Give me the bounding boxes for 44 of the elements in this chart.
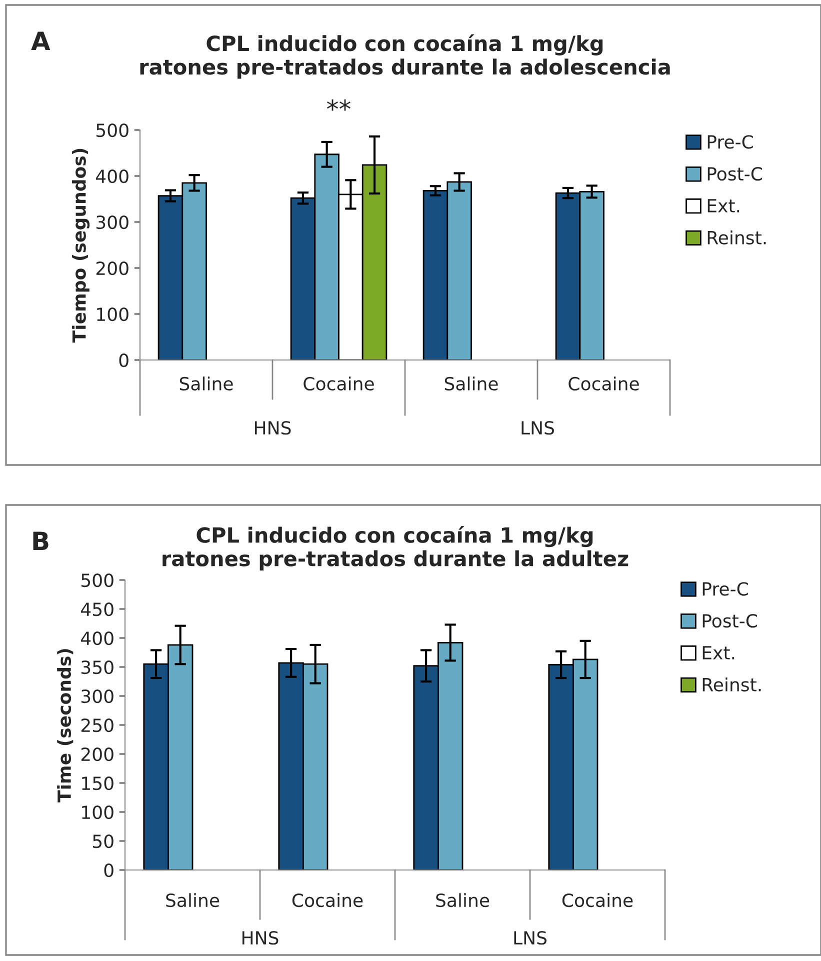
legend-label: Pre-C xyxy=(708,135,753,149)
x-tick-label: Saline xyxy=(444,376,498,391)
x-tick-label: Cocaine xyxy=(568,376,639,391)
y-tick-label: 400 xyxy=(96,169,128,184)
legend-label: Reinst. xyxy=(708,230,766,244)
text: HNS xyxy=(242,931,278,945)
legend-label: Ext. xyxy=(702,646,734,660)
x-tick-label: Cocaine xyxy=(304,376,374,391)
y-tick-label: 200 xyxy=(81,747,114,762)
chart-title: CPL inducido con cocaína 1 mg/kg ratones pre-tratados durante la adultez xyxy=(162,526,628,570)
legend-label: Ext. xyxy=(708,199,740,212)
legend-label: Post-C xyxy=(708,166,762,181)
x-tick-label: Cocaine xyxy=(292,893,363,908)
x-tick-label: Saline xyxy=(436,893,490,908)
y-tick-label: 0 xyxy=(119,353,128,368)
y-tick-label: 500 xyxy=(96,123,128,138)
y-tick-label: 0 xyxy=(104,863,114,878)
y-tick-label: 300 xyxy=(96,215,128,230)
y-tick-label: 100 xyxy=(82,805,114,820)
chart-title: CPL inducido con cocaína 1 mg/kg ratones pre-tratados durante la adolescencia xyxy=(140,34,670,79)
y-tick-label: 350 xyxy=(81,660,114,674)
y-tick-label: 50 xyxy=(93,834,114,848)
y-tick-label: 200 xyxy=(96,261,128,276)
text: HNS xyxy=(254,421,291,435)
y-axis-title: Tiempo (segundos) xyxy=(72,148,90,343)
legend-label: Reinst. xyxy=(702,678,761,692)
y-tick-label: 450 xyxy=(81,602,114,616)
legend-label: Pre-C xyxy=(702,582,748,596)
x-tick-label: Saline xyxy=(166,893,220,908)
y-tick-label: 100 xyxy=(97,307,128,322)
y-tick-label: 500 xyxy=(82,573,114,588)
text: A xyxy=(31,32,50,50)
legend-label: Post-C xyxy=(702,614,758,628)
x-tick-label: Cocaine xyxy=(562,893,633,908)
y-axis-title: Time (seconds) xyxy=(57,649,74,802)
x-tick-label: Saline xyxy=(180,376,233,391)
y-tick-label: 250 xyxy=(81,718,114,732)
text: B xyxy=(33,532,48,550)
y-tick-label: 400 xyxy=(81,631,114,646)
y-tick-label: 150 xyxy=(82,776,114,790)
text: LNS xyxy=(522,421,554,435)
y-tick-label: 300 xyxy=(81,689,114,704)
text: LNS xyxy=(514,931,547,945)
text: ** xyxy=(326,99,351,111)
